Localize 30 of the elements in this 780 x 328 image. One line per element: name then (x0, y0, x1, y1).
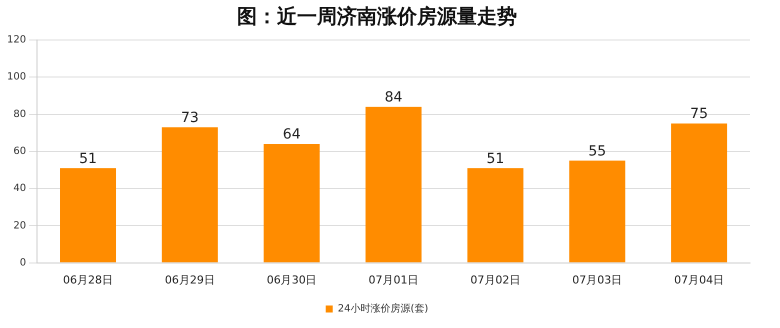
chart-title: 图：近一周济南涨价房源量走势 (237, 4, 517, 28)
data-label: 55 (588, 143, 606, 160)
x-tick-label: 07月01日 (368, 273, 419, 286)
x-tick-label: 06月28日 (63, 273, 114, 286)
x-tick-label: 07月03日 (572, 273, 622, 286)
y-tick-label: 40 (13, 183, 26, 194)
data-label: 51 (79, 150, 97, 167)
legend-label: 24小时涨价房源(套) (338, 302, 428, 315)
bar (264, 144, 320, 262)
x-tick-label: 07月04日 (674, 273, 724, 286)
y-tick-label: 60 (13, 146, 26, 157)
bar (671, 124, 728, 262)
bar (467, 168, 524, 262)
bar (366, 106, 422, 262)
y-tick-label: 120 (6, 34, 26, 46)
y-tick-label: 80 (13, 108, 26, 120)
data-label: 64 (282, 126, 301, 143)
x-tick-label: 07月02日 (470, 273, 520, 286)
bar (60, 168, 116, 262)
bar (162, 127, 218, 262)
x-tick-label: 06月29日 (164, 273, 215, 286)
data-label: 75 (690, 106, 708, 122)
y-tick-label: 20 (13, 220, 26, 232)
data-label: 51 (486, 150, 504, 167)
data-label: 84 (384, 89, 403, 106)
bar (569, 160, 626, 262)
y-tick-label: 0 (20, 257, 26, 268)
data-label: 73 (180, 110, 199, 126)
x-tick-label: 06月30日 (266, 273, 317, 286)
y-tick-label: 100 (6, 72, 26, 83)
